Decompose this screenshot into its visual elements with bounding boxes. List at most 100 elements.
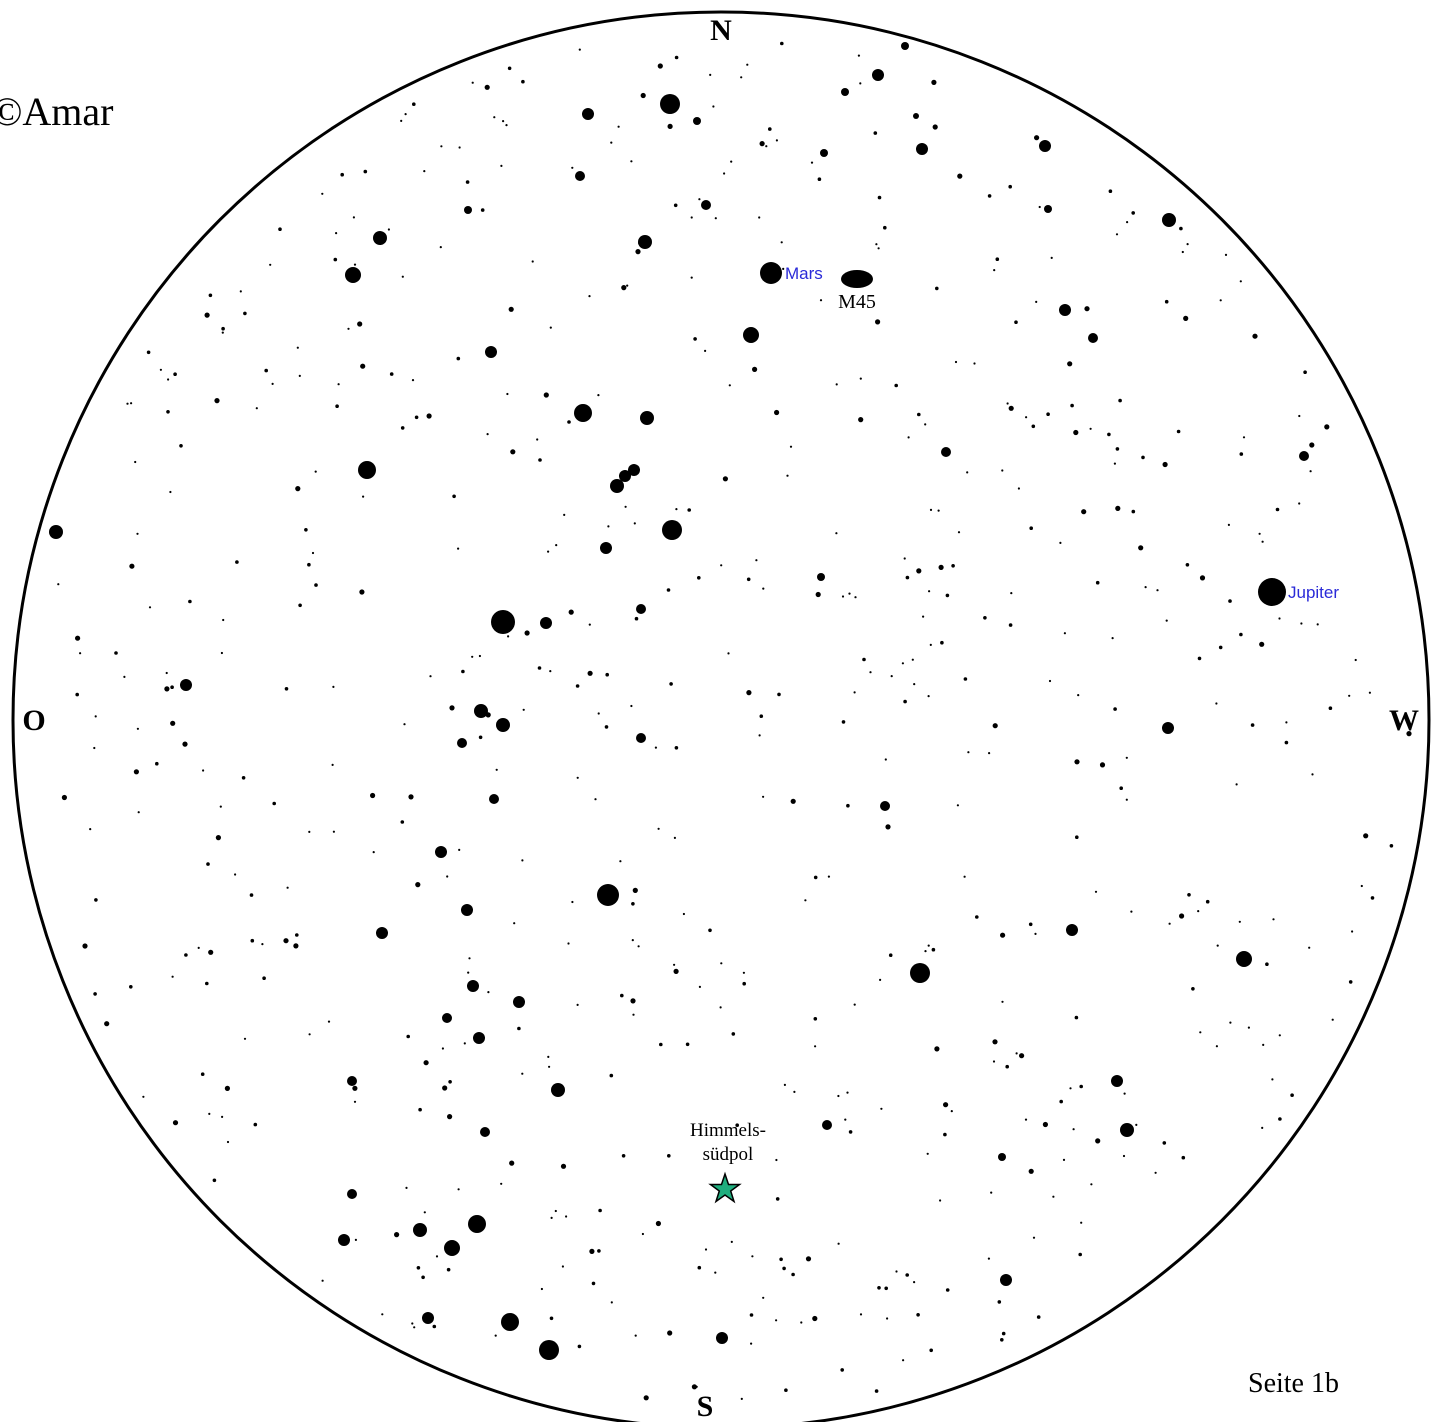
star-faint [387,228,390,231]
jupiter-marker[interactable] [1258,578,1286,606]
star-faint [1363,833,1369,839]
star-faint [931,79,937,85]
star-faint [1360,884,1363,888]
star-faint [1258,532,1261,535]
star-faint [813,1017,818,1021]
star-faint [136,532,139,535]
star-faint [353,1100,357,1103]
star-faint [805,1256,812,1262]
star-faint [1179,913,1185,919]
star-bright [513,996,525,1008]
star-faint [905,575,910,580]
star-faint [815,591,821,598]
star-faint [461,669,465,674]
star-faint [1001,469,1004,472]
star-faint [1228,599,1232,603]
star-faint [1099,762,1106,768]
star-faint [568,609,574,615]
star-faint [550,1216,553,1219]
star-faint [61,794,67,801]
star-faint [314,470,317,473]
star-faint [93,746,96,750]
star-faint [877,247,880,250]
star-faint [208,293,213,298]
star-faint [988,752,991,755]
star-bright [1162,213,1176,227]
star-faint [1298,502,1301,505]
star-faint [79,652,82,655]
star-faint [1278,1034,1281,1037]
star-faint [943,1132,947,1137]
star-faint [1298,414,1301,418]
star-faint [467,971,470,974]
star-faint [903,699,907,704]
star-faint [567,942,570,945]
star-faint [1010,592,1013,595]
star-faint [1046,412,1050,417]
star-faint [418,1107,422,1112]
mars-marker[interactable] [760,262,782,284]
star-faint [234,873,237,876]
star-faint [457,1188,460,1191]
star-faint [522,708,525,711]
star-faint [667,123,673,129]
star-faint [1324,424,1330,430]
star-faint [536,438,539,441]
star-faint [442,1085,448,1091]
star-faint [1309,470,1312,473]
star-faint [401,275,404,278]
star-faint [414,415,419,420]
star-faint [298,374,301,377]
star-faint [620,993,624,998]
star-faint [400,820,405,824]
star-faint [634,616,639,621]
star-faint [494,1334,497,1337]
star-faint [975,915,979,919]
star-bright [619,470,631,482]
star-faint [1308,946,1311,949]
star-faint [598,1208,602,1213]
star-faint [667,1330,673,1336]
star-faint [874,1389,879,1393]
star-faint [94,898,98,902]
star-faint [875,319,881,325]
star-bright [693,117,701,125]
star-faint [507,66,512,71]
star-faint [877,1286,881,1290]
star-bright [1000,1274,1012,1286]
star-faint [704,1248,708,1251]
star-faint [502,120,505,123]
star-faint [604,725,609,729]
star-faint [929,643,932,647]
star-faint [381,1313,384,1316]
south-pole-star-icon[interactable] [708,1171,742,1204]
star-faint [1084,306,1090,312]
star-faint [775,1158,778,1162]
star-faint [1261,540,1264,543]
star-faint [549,326,552,329]
star-faint [563,513,566,517]
pole-label-line2: südpol [703,1144,754,1165]
star-faint [786,474,789,477]
star-faint [935,286,939,291]
star-faint [943,1102,949,1108]
star-faint [877,195,882,200]
star-faint [133,769,139,775]
star-faint [916,568,922,574]
m45-ellipse-marker[interactable] [841,270,873,288]
star-faint [1406,731,1412,737]
star-faint [1162,1141,1167,1145]
star-faint [884,1286,888,1291]
star-bright [600,542,612,554]
star-faint [500,1182,503,1185]
star-bright [1120,1123,1134,1137]
star-bright [743,327,759,343]
star-faint [1235,783,1238,786]
star-faint [1262,1043,1265,1046]
star-faint [164,686,170,692]
star-faint [1259,641,1265,647]
star-faint [360,363,366,369]
star-faint [1042,1121,1048,1128]
star-faint [447,1114,453,1120]
star-faint [452,494,456,499]
